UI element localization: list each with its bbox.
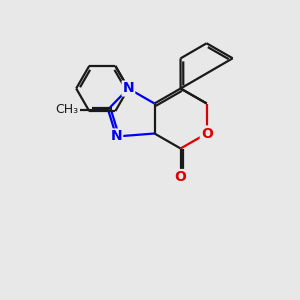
Text: O: O xyxy=(201,127,213,140)
Text: CH₃: CH₃ xyxy=(55,103,78,116)
Text: N: N xyxy=(123,82,134,95)
Text: N: N xyxy=(111,130,122,143)
Text: O: O xyxy=(175,170,187,184)
